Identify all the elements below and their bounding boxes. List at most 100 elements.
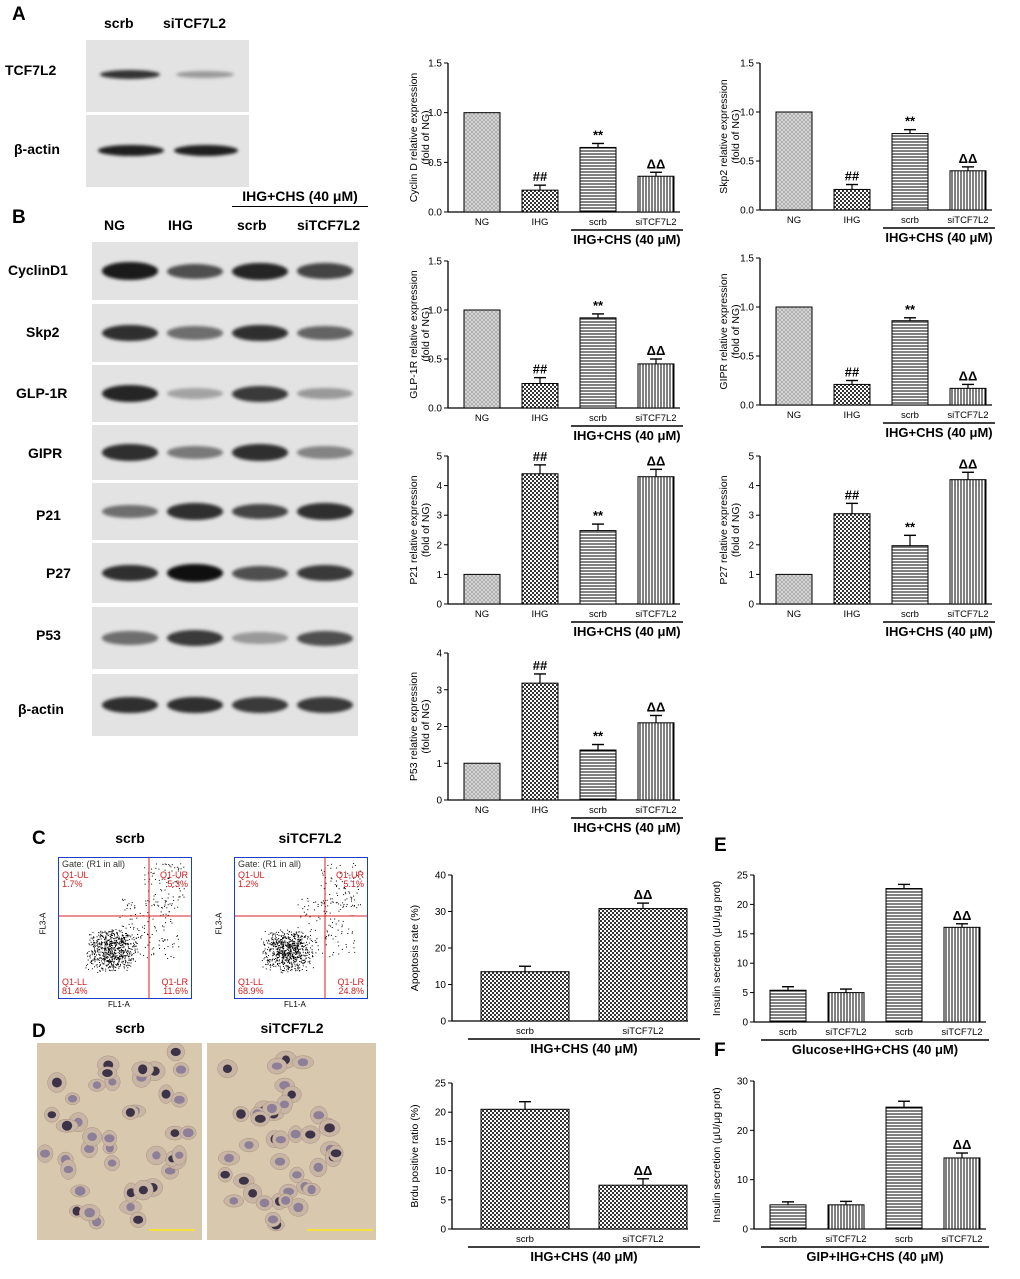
x-tick-label: siTCF7L2 xyxy=(635,805,676,816)
event-dot xyxy=(92,944,93,945)
event-dot xyxy=(288,933,290,935)
event-dot xyxy=(284,954,286,956)
event-dot xyxy=(160,889,162,891)
significance-mark: ΔΔ xyxy=(634,1163,653,1178)
event-dot xyxy=(283,951,285,953)
nucleus xyxy=(259,1198,270,1208)
nucleus xyxy=(175,1065,187,1074)
event-dot xyxy=(114,935,116,937)
nucleus xyxy=(182,1128,194,1138)
event-dot xyxy=(298,951,300,953)
event-dot xyxy=(121,934,123,936)
event-dot xyxy=(178,867,180,869)
event-dot xyxy=(268,946,270,948)
event-dot xyxy=(93,937,95,939)
event-dot xyxy=(127,946,129,948)
panel-b-blot-row xyxy=(92,304,358,362)
event-dot xyxy=(129,935,131,937)
bar xyxy=(579,749,617,801)
event-dot xyxy=(287,965,288,967)
event-dot xyxy=(291,964,293,966)
event-dot xyxy=(126,908,128,910)
event-dot xyxy=(283,948,285,949)
panel-b-lane-ihg: IHG xyxy=(168,217,193,233)
event-dot xyxy=(280,935,282,937)
event-dot xyxy=(170,866,172,868)
event-dot xyxy=(320,885,322,887)
event-dot xyxy=(330,898,331,900)
event-dot xyxy=(121,944,123,946)
event-dot xyxy=(109,970,111,972)
event-dot xyxy=(100,930,102,932)
event-dot xyxy=(97,949,99,951)
event-dot xyxy=(325,882,327,884)
nucleus xyxy=(175,1151,184,1159)
event-dot xyxy=(342,906,344,908)
event-dot xyxy=(126,943,128,945)
significance-mark: ## xyxy=(533,362,548,377)
event-dot xyxy=(90,937,92,939)
event-dot xyxy=(92,937,94,939)
y-tick-label: 1.5 xyxy=(740,59,754,70)
event-dot xyxy=(166,907,168,909)
event-dot xyxy=(351,932,353,934)
event-dot xyxy=(107,943,108,945)
event-dot xyxy=(329,956,331,958)
event-dot xyxy=(109,965,111,967)
bar xyxy=(949,387,987,406)
event-dot xyxy=(131,923,133,925)
event-dot xyxy=(284,967,285,969)
event-dot xyxy=(271,960,273,962)
event-dot xyxy=(275,937,277,939)
y-tick-label: 0.0 xyxy=(428,404,442,415)
event-dot xyxy=(328,924,330,926)
event-dot xyxy=(92,963,94,965)
y-tick-label: 1 xyxy=(436,570,442,581)
event-dot xyxy=(104,952,106,954)
event-dot xyxy=(122,941,124,943)
event-dot xyxy=(292,939,294,941)
event-dot xyxy=(296,943,298,945)
event-dot xyxy=(90,960,92,962)
event-dot xyxy=(338,888,340,890)
event-dot xyxy=(114,950,116,952)
event-dot xyxy=(122,955,124,957)
event-dot xyxy=(128,960,130,961)
event-dot xyxy=(104,959,106,961)
event-dot xyxy=(276,953,278,955)
event-dot xyxy=(147,900,149,902)
event-dot xyxy=(108,967,109,969)
event-dot xyxy=(117,958,119,960)
event-dot xyxy=(178,877,180,879)
event-dot xyxy=(153,895,155,897)
event-dot xyxy=(183,866,185,868)
event-dot xyxy=(297,951,299,953)
event-dot xyxy=(124,949,126,951)
event-dot xyxy=(168,893,170,895)
event-dot xyxy=(93,944,95,946)
event-dot xyxy=(291,945,293,946)
event-dot xyxy=(88,968,89,970)
event-dot xyxy=(352,904,354,906)
event-dot xyxy=(329,912,331,914)
event-dot xyxy=(130,926,131,928)
y-tick-label: 0.0 xyxy=(740,401,754,412)
event-dot xyxy=(298,941,300,942)
event-dot xyxy=(274,938,276,940)
bar xyxy=(943,926,981,1023)
event-dot xyxy=(308,905,310,907)
event-dot xyxy=(270,944,272,946)
group-label: IHG+CHS (40 μM) xyxy=(885,425,992,440)
event-dot xyxy=(283,964,285,966)
event-dot xyxy=(277,960,278,962)
event-dot xyxy=(138,930,140,931)
event-dot xyxy=(114,937,116,939)
nucleus xyxy=(224,1153,234,1163)
event-dot xyxy=(93,958,95,960)
event-dot xyxy=(104,950,106,951)
event-dot xyxy=(118,943,120,945)
y-tick-label: 4 xyxy=(436,481,442,492)
event-dot xyxy=(142,926,144,928)
bar xyxy=(598,1184,688,1230)
